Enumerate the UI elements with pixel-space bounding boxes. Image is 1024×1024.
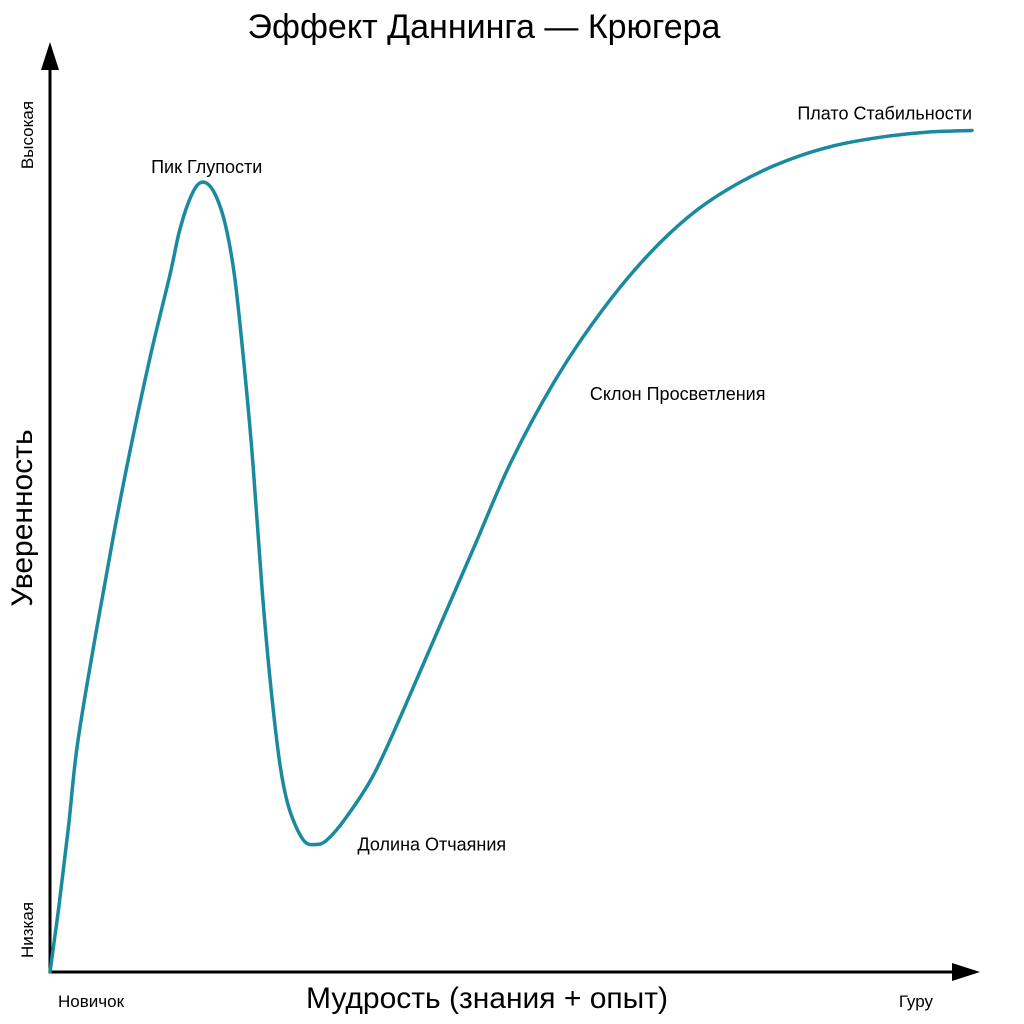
x-axis-arrow-icon — [952, 963, 980, 981]
y-tick-low: Низкая — [18, 902, 37, 958]
annotation-0: Пик Глупости — [151, 157, 262, 177]
y-axis-title: Уверенность — [6, 429, 39, 606]
x-tick-end: Гуру — [899, 992, 934, 1011]
y-tick-high: Высокая — [18, 101, 37, 169]
annotation-1: Долина Отчаяния — [358, 835, 507, 855]
plot-area: Пик Глупости Долина Отчаяния Склон Просвет… — [48, 104, 974, 974]
annotation-2: Склон Просветления — [590, 384, 766, 404]
chart-title: Эффект Даннинга — Крюгера — [248, 8, 721, 46]
x-tick-start: Новичок — [58, 992, 125, 1011]
annotation-3: Плато Стабильности — [797, 104, 972, 124]
y-axis-arrow-icon — [41, 42, 59, 70]
x-axis-title: Мудрость (знания + опыт) — [306, 982, 668, 1015]
series-line-0 — [48, 128, 974, 974]
